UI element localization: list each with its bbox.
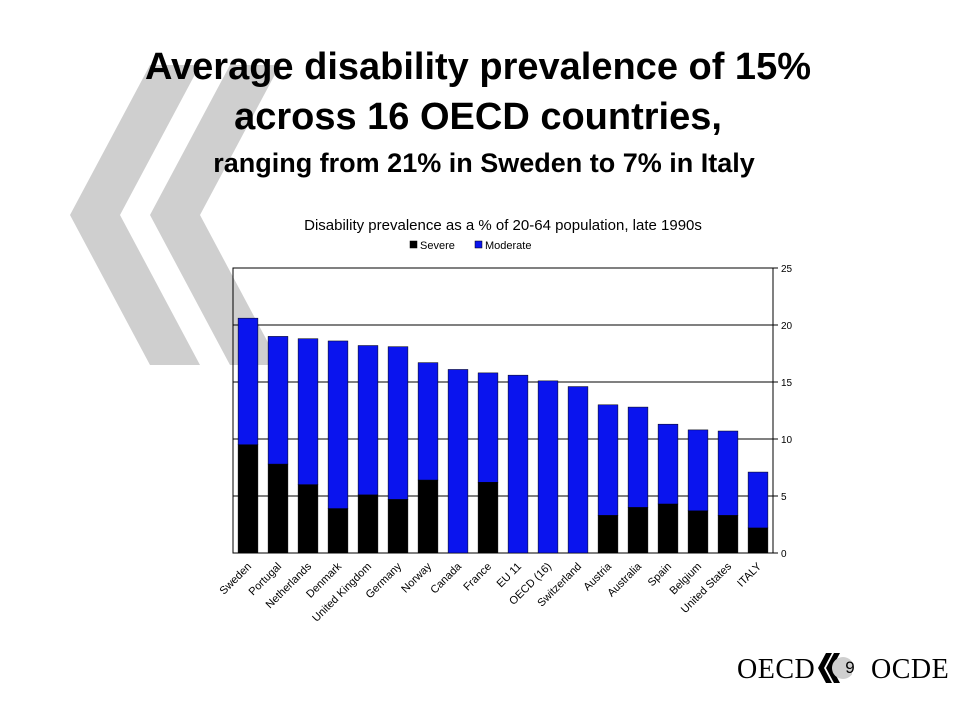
bar-moderate [357, 345, 379, 496]
chart-title: Disability prevalence as a % of 20-64 po… [304, 217, 702, 234]
bar-moderate [537, 380, 559, 554]
bar-severe [597, 515, 619, 554]
bar-severe [687, 510, 709, 554]
y-tick-label: 25 [781, 264, 793, 275]
bar-moderate [627, 406, 649, 508]
bar-severe [717, 515, 739, 554]
bar-severe [627, 507, 649, 554]
page-number: 9 [845, 658, 855, 677]
bar-severe [747, 527, 769, 554]
footer-ocde-text: OCDE [871, 654, 950, 685]
x-tick-label: Canada [428, 560, 464, 596]
bar-moderate [747, 471, 769, 529]
footer-oecd-text: OECD [737, 654, 816, 685]
y-tick-label: 5 [781, 492, 787, 503]
bar-moderate [657, 423, 679, 505]
bar-moderate [237, 317, 259, 445]
bar-moderate [447, 369, 469, 554]
x-tick-label: ITALY [735, 560, 764, 589]
bar-severe [477, 482, 499, 554]
bar-severe [387, 499, 409, 554]
bar-severe [237, 444, 259, 554]
legend-label: Severe [420, 240, 455, 252]
x-tick-label: France [461, 561, 494, 594]
slide-subtitle: ranging from 21% in Sweden to 7% in Ital… [213, 148, 755, 178]
bar-moderate [477, 372, 499, 483]
chevron-outer [70, 65, 200, 365]
logo-chevron-2 [826, 653, 840, 683]
bar-moderate [687, 429, 709, 512]
bar-moderate [507, 374, 529, 554]
bar-severe [327, 508, 349, 554]
y-tick-label: 20 [781, 321, 793, 332]
x-tick-label: Spain [646, 561, 674, 589]
bar-moderate [327, 340, 349, 509]
slide-title-line-2: across 16 OECD countries, [234, 96, 722, 138]
bar-severe [357, 494, 379, 554]
slide-title-line-1: Average disability prevalence of 15% [144, 46, 811, 88]
bar-moderate [567, 386, 589, 554]
legend-swatch [409, 240, 418, 249]
oecd-logo-mark [818, 653, 852, 683]
bar-moderate [717, 430, 739, 516]
page-number-circle [832, 657, 852, 679]
x-tick-label: Norway [399, 560, 434, 595]
bar-severe [297, 484, 319, 554]
bar-moderate [267, 336, 289, 465]
bar-severe [417, 479, 439, 554]
x-tick-label: Australia [605, 560, 644, 599]
bar-severe [657, 503, 679, 554]
legend-label: Moderate [485, 240, 531, 252]
bar-moderate [297, 338, 319, 485]
chevron-inner [150, 65, 280, 365]
y-tick-label: 0 [781, 549, 787, 560]
legend-swatch [474, 240, 483, 249]
logo-chevron-1 [818, 653, 832, 683]
bar-severe [267, 463, 289, 554]
y-tick-label: 15 [781, 378, 793, 389]
bar-moderate [387, 346, 409, 500]
bar-moderate [417, 362, 439, 481]
y-tick-label: 10 [781, 435, 793, 446]
bar-moderate [597, 404, 619, 516]
